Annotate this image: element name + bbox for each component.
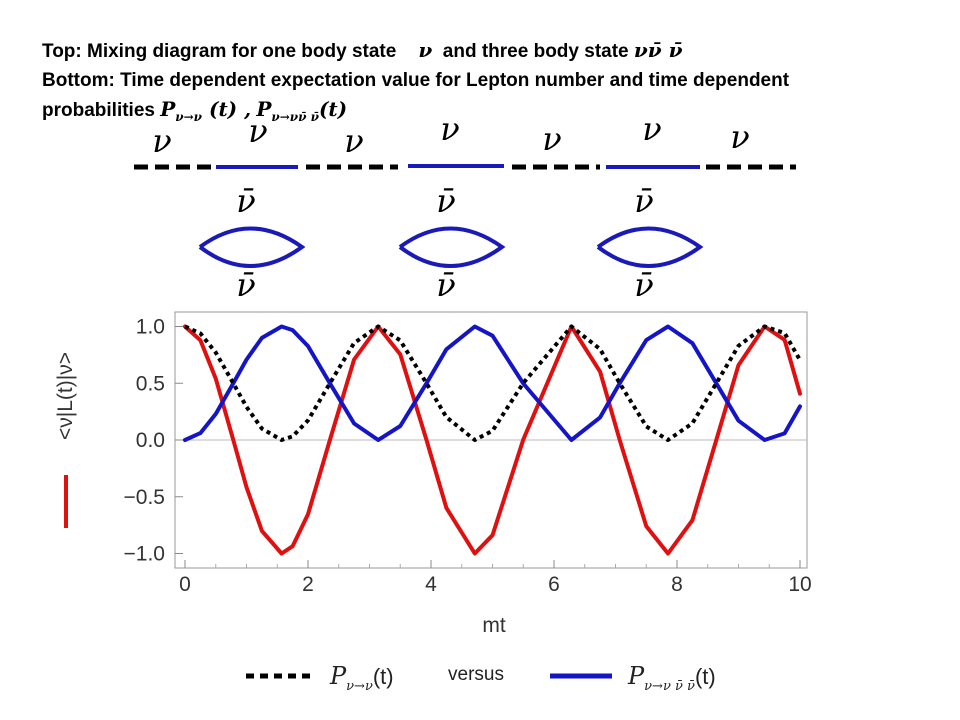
x-tick-label: 2 xyxy=(302,573,314,596)
y-axis-title: <ν|L(t)|ν> xyxy=(54,352,77,440)
loop-2 xyxy=(398,226,506,268)
series-lepton-number-line xyxy=(183,324,802,556)
caption-p1-sub: ν→ν xyxy=(175,109,203,124)
legend-label-p2: Pν→ν ν̄ ν̄(t) xyxy=(627,662,716,694)
caption-line-probabilities: probabilities Pν→ν (t) , Pν→νν̄ ν̄(t) xyxy=(42,95,922,132)
caption-p2-arg: (t) xyxy=(318,97,348,121)
diagram-labels: ν ν ν ν ν ν ν ν̄ ν̄ ν̄ ν̄ ν̄ ν̄ xyxy=(152,110,749,304)
series-p-nu-three-body-line xyxy=(183,324,802,442)
y-tick-label: 0.5 xyxy=(136,372,165,395)
x-tick-label: 0 xyxy=(179,573,191,596)
caption-prob-prefix: probabilities xyxy=(42,100,155,121)
caption-top-prefix: Top: Mixing diagram for one body state xyxy=(42,41,397,62)
mixing-diagram: ν ν ν ν ν ν ν ν̄ ν̄ ν̄ ν̄ ν̄ ν̄ xyxy=(134,110,796,304)
legend-versus: versus xyxy=(448,664,504,685)
legend-label-p1: Pν→ν(t) xyxy=(329,662,394,694)
caption-p2-sub: ν→νν̄ ν̄ xyxy=(271,109,319,124)
antineutrino-loops xyxy=(198,226,704,268)
nubar-top-3: ν̄ xyxy=(634,182,653,220)
x-tick-label: 10 xyxy=(788,573,811,596)
three-body-lines xyxy=(216,164,700,169)
caption: Top: Mixing diagram for one body state ν … xyxy=(42,36,922,132)
caption-line-bottom: Bottom: Time dependent expectation value… xyxy=(42,70,790,91)
nu-label-6: ν xyxy=(642,110,661,148)
y-tick-label: −0.5 xyxy=(124,486,165,509)
nu-label-4: ν xyxy=(440,110,459,148)
nubar-bottom-1: ν̄ xyxy=(236,266,255,304)
series-p-nu-nu-line xyxy=(184,324,802,442)
x-axis-title: mt xyxy=(482,614,505,637)
legend: Pν→ν(t) versus Pν→ν ν̄ ν̄(t) xyxy=(246,662,716,694)
caption-p1-symbol: P xyxy=(160,97,176,121)
caption-p1-arg: (t) , xyxy=(202,97,252,121)
nu-label-7: ν xyxy=(730,118,749,156)
y-tick-label: −1.0 xyxy=(124,543,165,566)
caption-nu-symbol: ν xyxy=(418,38,433,62)
nu-label-5: ν xyxy=(542,120,561,158)
nubar-top-2: ν̄ xyxy=(436,182,455,220)
nu-label-2: ν xyxy=(248,112,267,150)
y-tick-label: 1.0 xyxy=(136,316,165,339)
caption-p2-symbol: P xyxy=(256,97,272,121)
caption-three-body-symbol: νν̄ ν̄ xyxy=(633,38,683,62)
loop-1 xyxy=(198,226,306,268)
caption-top-mid: and three body state xyxy=(442,41,629,62)
nu-label-1: ν xyxy=(152,122,171,160)
x-tick-label: 8 xyxy=(671,573,683,596)
nubar-bottom-2: ν̄ xyxy=(436,266,455,304)
series-layer xyxy=(183,324,802,556)
axis-tick-labels: 0 2 4 6 8 10 1.0 0.5 0.0 −0.5 −1.0 xyxy=(124,316,812,597)
y-tick-label: 0.0 xyxy=(136,429,165,452)
axis-ticks xyxy=(175,326,801,568)
y-axis-title-group: <ν|L(t)|ν> xyxy=(54,352,77,440)
loop-3 xyxy=(596,226,704,268)
nubar-bottom-3: ν̄ xyxy=(634,266,653,304)
x-tick-label: 6 xyxy=(548,573,560,596)
nu-label-3: ν xyxy=(344,122,363,160)
x-tick-label: 4 xyxy=(425,573,437,596)
nubar-top-1: ν̄ xyxy=(236,182,255,220)
caption-line-top: Top: Mixing diagram for one body state ν … xyxy=(42,36,922,66)
